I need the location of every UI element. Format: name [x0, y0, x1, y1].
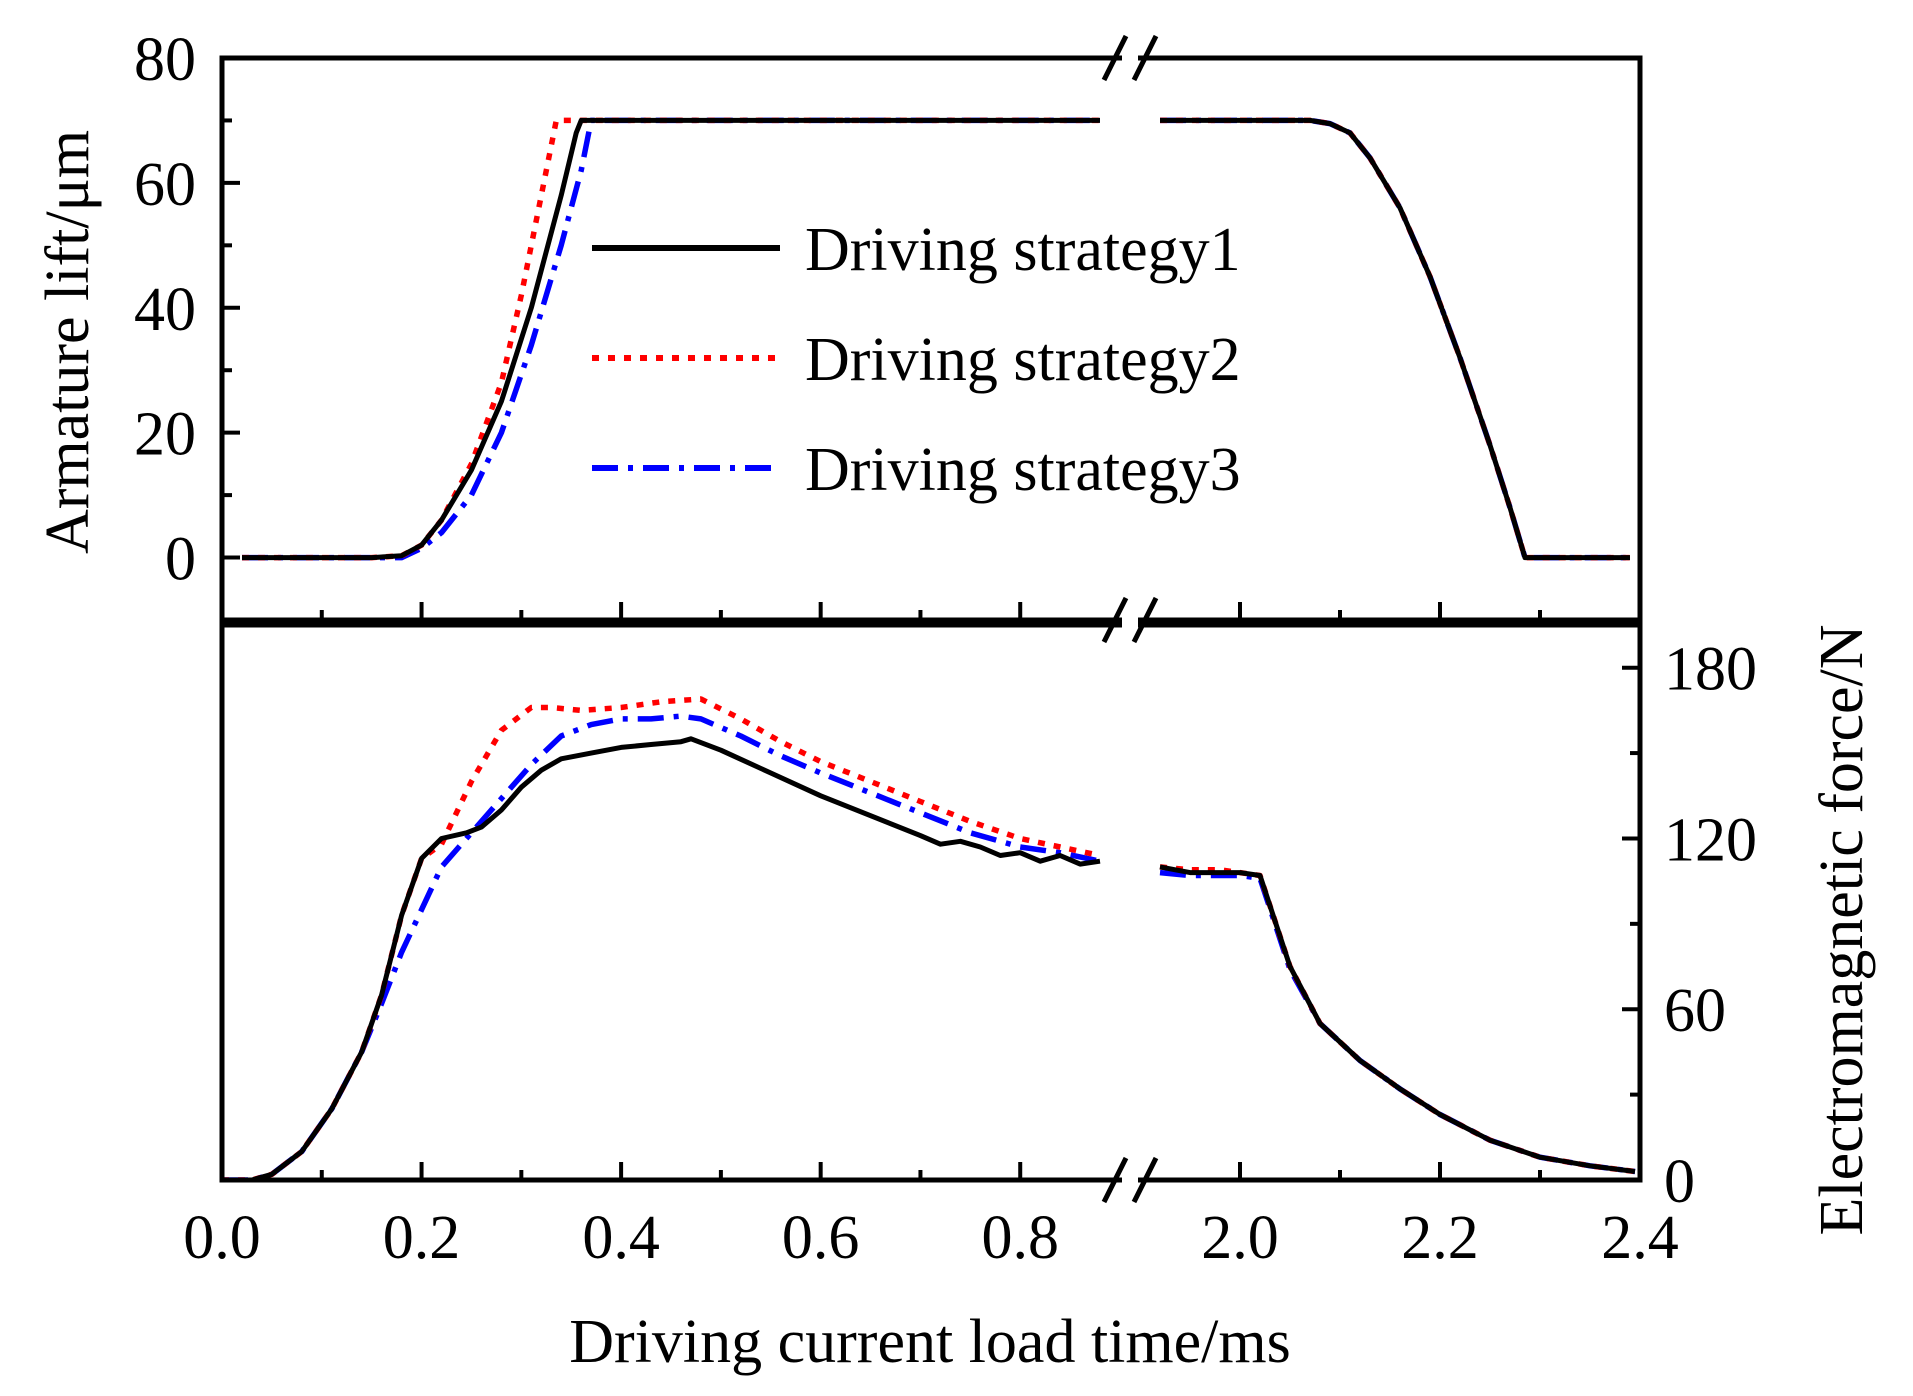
axis-break-mark — [1131, 34, 1159, 82]
armature-lift-y-tick-label: 0 — [165, 526, 196, 594]
electromagnetic-force-line-strategy3-left — [222, 713, 1101, 1180]
x-tick-label: 0.6 — [782, 1204, 860, 1272]
electromagnetic-force-line-strategy1-right — [1159, 864, 1636, 1174]
electromagnetic-force-series — [222, 696, 1636, 1180]
panel-frames — [219, 55, 1643, 1183]
electromagnetic-force-y-tick-label: 0 — [1664, 1148, 1695, 1216]
armature-lift-y-tick-label: 60 — [134, 151, 196, 219]
x-tick-label: 0.8 — [981, 1204, 1059, 1272]
electromagnetic-force-line-strategy2-left — [222, 696, 1101, 1180]
armature-lift-frame — [219, 55, 1643, 623]
y-axis-title-right: Electromagnetic force/N — [1808, 624, 1876, 1235]
electromagnetic-force-y-tick-label: 60 — [1664, 977, 1726, 1045]
electromagnetic-force-y-tick-label: 120 — [1664, 806, 1757, 874]
armature-lift-y-tick-label: 80 — [134, 26, 196, 94]
legend-label-strategy1: Driving strategy1 — [805, 216, 1241, 284]
x-tick-label: 0.0 — [183, 1204, 261, 1272]
x-tick-label: 0.2 — [383, 1204, 461, 1272]
legend-label-strategy2: Driving strategy2 — [805, 326, 1241, 394]
armature-lift-line-strategy1-right — [1160, 117, 1630, 561]
electromagnetic-force-frame — [219, 622, 1643, 1183]
armature-lift-y-tick-label: 20 — [134, 401, 196, 469]
x-tick-label: 2.4 — [1601, 1204, 1679, 1272]
axis-break-mark — [1101, 596, 1129, 644]
electromagnetic-force-line-strategy1-left — [222, 736, 1101, 1180]
x-axis-title: Driving current load time/ms — [569, 1308, 1290, 1376]
legend-label-strategy3: Driving strategy3 — [805, 436, 1241, 504]
axis-break-mark — [1101, 1156, 1129, 1204]
axis-ticks: 0 20 40 60 80 0 60 120 180 0.0 0.2 0.4 0.6 0.8 2.0 2.2 2… — [134, 26, 1757, 1272]
axis-break-mark — [1131, 1156, 1159, 1204]
x-tick-label: 0.4 — [582, 1204, 660, 1272]
armature-lift-y-tick-label: 40 — [134, 276, 196, 344]
x-tick-label: 2.2 — [1401, 1204, 1479, 1272]
legend: Driving strategy1 Driving strategy2 Drivin… — [592, 216, 1241, 504]
x-tick-label: 2.0 — [1201, 1204, 1279, 1272]
axis-break-mark — [1101, 34, 1129, 82]
armature-lift-series — [242, 117, 1630, 561]
armature-lift-line-strategy1-left — [242, 117, 1100, 561]
axis-break-mark — [1131, 596, 1159, 644]
electromagnetic-force-line-strategy3-right — [1159, 869, 1636, 1175]
electromagnetic-force-line-strategy2-right — [1159, 864, 1636, 1175]
electromagnetic-force-y-tick-label: 180 — [1664, 636, 1757, 704]
axis-break-marks — [1101, 34, 1159, 1204]
plot-area — [222, 117, 1636, 1180]
y-axis-title-left: Armature lift/μm — [34, 130, 102, 554]
